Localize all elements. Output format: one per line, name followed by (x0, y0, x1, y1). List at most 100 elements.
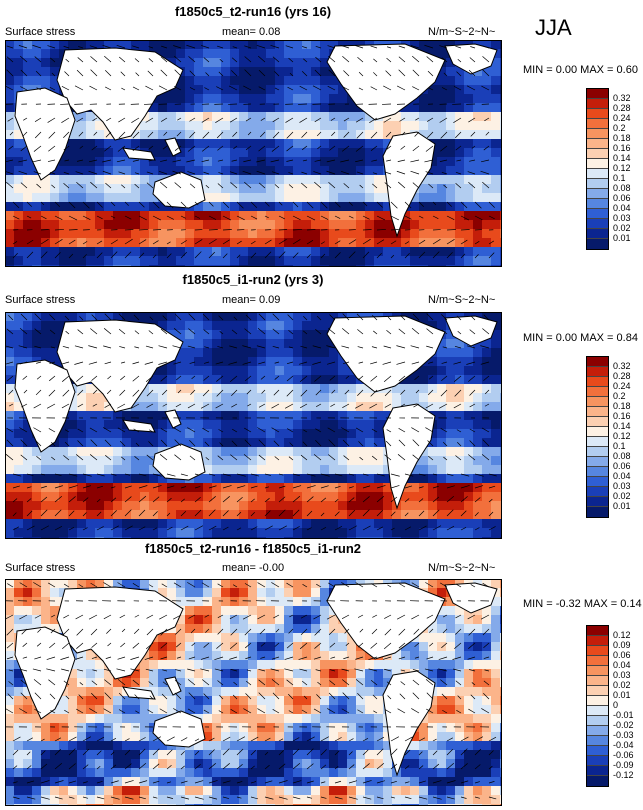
stress-vector (348, 525, 358, 531)
field-cell (77, 247, 87, 257)
field-cell (266, 121, 276, 131)
field-cell (293, 642, 303, 652)
stress-vector (180, 473, 188, 477)
field-cell (86, 510, 96, 520)
field-cell (275, 669, 285, 679)
field-cell (383, 130, 393, 140)
field-cell (302, 384, 312, 394)
field-cell (104, 528, 114, 538)
field-cell (464, 429, 474, 439)
panel-1-title: f1850c5_t2-run16 (yrs 16) (174, 4, 332, 19)
field-cell (203, 229, 213, 239)
field-cell (437, 130, 447, 140)
field-cell (257, 330, 267, 340)
field-cell (176, 483, 186, 493)
field-cell (257, 103, 267, 113)
field-cell (41, 175, 51, 185)
field-cell (428, 157, 438, 167)
stress-vector (398, 427, 406, 433)
field-cell (275, 447, 285, 457)
field-cell (167, 220, 177, 230)
stress-vector (327, 328, 336, 335)
field-cell (212, 321, 222, 331)
field-cell (383, 465, 393, 475)
field-cell (149, 420, 159, 430)
field-cell (50, 339, 60, 349)
field-cell (482, 238, 492, 248)
field-cell (464, 184, 474, 194)
field-cell (149, 714, 159, 724)
field-cell (122, 166, 132, 176)
stress-vector (208, 496, 216, 503)
field-cell (365, 238, 375, 248)
field-cell (176, 76, 186, 86)
field-cell (266, 184, 276, 194)
field-cell (455, 687, 465, 697)
stress-vector (173, 361, 182, 365)
field-cell (284, 597, 294, 607)
stress-vector (456, 159, 462, 162)
field-cell (446, 112, 456, 122)
stress-vector (190, 389, 196, 395)
field-cell (284, 148, 294, 158)
stress-vector (217, 455, 224, 461)
field-cell (158, 696, 168, 706)
field-cell (482, 429, 492, 439)
field-cell (194, 633, 204, 643)
field-cell (239, 58, 249, 68)
field-cell (212, 357, 222, 367)
field-cell (230, 519, 240, 529)
stress-vector (105, 182, 112, 189)
field-cell (203, 348, 213, 358)
field-cell (293, 519, 303, 529)
field-cell (176, 588, 186, 598)
stress-vector (82, 215, 91, 221)
stress-vector (138, 473, 147, 477)
stress-vector (116, 44, 126, 49)
field-cell (464, 438, 474, 448)
stress-vector (410, 170, 420, 175)
field-cell (230, 166, 240, 176)
field-cell (437, 67, 447, 77)
colorbar-swatch (587, 497, 608, 507)
field-cell (347, 139, 357, 149)
colorbar-swatch (587, 159, 608, 169)
field-cell (293, 339, 303, 349)
field-cell (104, 148, 114, 158)
stress-vector (376, 526, 384, 531)
field-cell (68, 40, 78, 50)
field-cell (410, 465, 420, 475)
stress-vector (455, 171, 462, 175)
field-cell (104, 229, 114, 239)
stress-vector (348, 239, 357, 245)
field-cell (338, 238, 348, 248)
field-cell (491, 624, 501, 634)
field-cell (122, 447, 132, 457)
field-cell (293, 420, 303, 430)
field-cell (5, 339, 15, 349)
field-cell (95, 157, 105, 167)
stress-vector (222, 485, 232, 489)
field-cell (77, 447, 87, 457)
stress-vector (327, 427, 336, 433)
stress-vector (386, 46, 392, 49)
field-cell (77, 184, 87, 194)
stress-vector (488, 511, 494, 517)
stress-vector (446, 495, 455, 503)
field-cell (311, 220, 321, 230)
field-cell (464, 220, 474, 230)
field-cell (365, 474, 375, 484)
field-cell (320, 705, 330, 715)
stress-vector (270, 159, 280, 163)
stress-vector (432, 239, 441, 245)
field-cell (77, 510, 87, 520)
field-cell (428, 193, 438, 203)
field-cell (491, 229, 501, 239)
field-cell (194, 339, 204, 349)
field-cell (266, 633, 276, 643)
field-cell (311, 483, 321, 493)
stress-vector (285, 117, 294, 123)
field-cell (401, 651, 411, 661)
field-cell (311, 40, 321, 50)
field-cell (149, 121, 159, 131)
